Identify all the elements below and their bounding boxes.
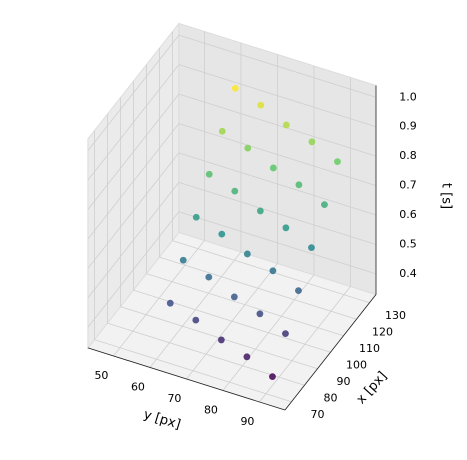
grid-line [87, 123, 180, 240]
y-axis-line [87, 347, 286, 411]
x-tick-label: 80 [324, 391, 338, 404]
point [256, 207, 264, 215]
x-tick-label: 90 [337, 375, 351, 388]
grid-line [87, 34, 180, 151]
point [192, 213, 200, 221]
grid-line [87, 64, 180, 181]
y-tick-label: 50 [94, 369, 108, 382]
grid-line [87, 211, 180, 328]
grid-line [178, 181, 377, 245]
point [295, 181, 303, 189]
point [334, 158, 341, 166]
z-tick-label: 1.0 [399, 90, 417, 103]
point [231, 84, 239, 92]
grid-line [178, 123, 377, 186]
z-axis-label: t [s] [439, 183, 454, 209]
z-tick-label: 0.8 [399, 149, 417, 162]
grid-line [178, 64, 377, 128]
point [282, 224, 290, 232]
z-tick-label: 0.4 [399, 267, 417, 280]
grid-line [178, 211, 377, 275]
point [230, 293, 238, 301]
z-tick-label: 0.6 [399, 208, 417, 221]
point [205, 170, 213, 178]
y-tick-label: 70 [167, 392, 181, 405]
grid-line [146, 273, 344, 337]
grid-line [159, 256, 357, 320]
grid-line [178, 34, 377, 98]
x-tick-label: 120 [372, 325, 393, 338]
grid-line [87, 152, 180, 269]
grid-line [94, 339, 292, 403]
point [243, 250, 251, 258]
grid-line [133, 289, 331, 353]
z-tick-label: 0.5 [399, 237, 417, 250]
point [257, 101, 265, 109]
y-axis-label: y [px] [142, 407, 183, 432]
x-axis-line [284, 294, 377, 411]
point [282, 330, 289, 338]
grid-line [178, 93, 377, 157]
point [269, 164, 277, 172]
z-tick-label: 0.7 [399, 179, 417, 192]
point [179, 256, 187, 264]
y-tick-label: 80 [204, 403, 218, 416]
x-axis-label: x [px] [354, 369, 391, 407]
x-tick-label: 70 [311, 408, 325, 421]
point [231, 187, 239, 195]
point [218, 127, 226, 135]
grid-line [87, 182, 180, 299]
point [269, 267, 277, 275]
point [308, 244, 315, 252]
point [321, 201, 328, 209]
grid-line [178, 152, 377, 216]
point [243, 353, 251, 361]
point [217, 336, 225, 344]
grid-line [87, 93, 180, 210]
point [166, 299, 174, 307]
point [192, 316, 200, 324]
z-tick-label: 0.9 [399, 120, 417, 133]
point [244, 144, 252, 152]
point [218, 230, 226, 238]
y-tick-label: 90 [240, 415, 254, 428]
y-tick-label: 60 [131, 380, 145, 393]
point [295, 287, 302, 295]
point [205, 273, 213, 281]
point [282, 121, 290, 129]
x-tick-label: 100 [346, 358, 367, 371]
x-tick-label: 110 [359, 342, 380, 355]
point [308, 138, 316, 146]
point [256, 310, 264, 318]
x-tick-label: 130 [385, 309, 406, 322]
point [269, 373, 276, 381]
